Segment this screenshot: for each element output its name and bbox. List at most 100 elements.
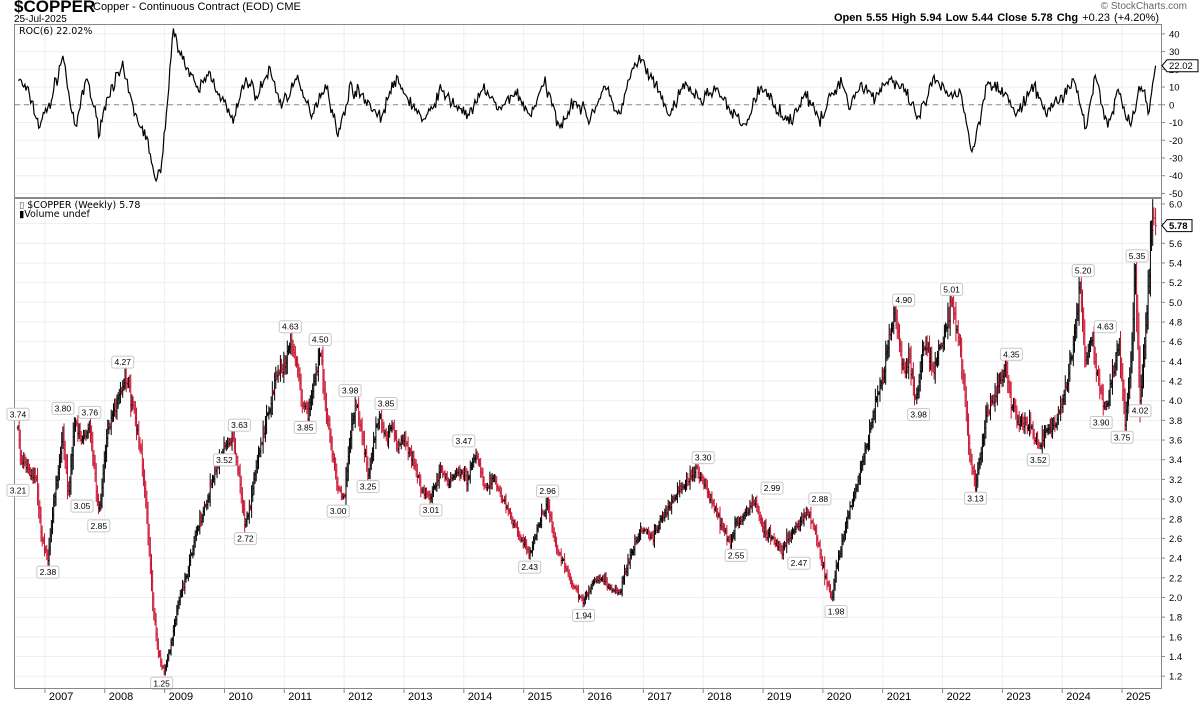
price-point-label: 3.98 [907,408,931,422]
x-tick-label: 2020 [827,691,851,703]
price-point-label-text: 2.38 [40,567,57,577]
price-y-tick-label: 5.0 [1169,298,1182,309]
price-point-label-box [356,479,380,493]
x-tick-label: 2007 [49,691,73,703]
price-point-label: 4.90 [892,293,916,307]
x-tick-label: 2008 [109,691,133,703]
price-y-tick-label: 1.4 [1169,652,1182,663]
price-y-tick-label: 3.6 [1169,436,1182,447]
price-point-label-text: 2.85 [91,521,108,531]
price-point-label: 3.75 [1110,430,1134,444]
price-point-label-text: 4.63 [282,322,299,332]
price-y-tick-label: 1.6 [1169,632,1182,643]
price-point-label-box [212,453,236,467]
brand-watermark: © StockCharts.com [1100,1,1187,12]
price-point-label: 3.25 [356,479,380,493]
chg-label: Chg [1056,12,1079,24]
price-point-label-box [452,434,476,448]
price-point-label-box [1071,264,1095,278]
price-point-label-box [808,492,832,506]
x-tick-label: 2011 [288,691,312,703]
volume-legend: ▮Volume undef [19,209,91,220]
price-point-label-text: 2.43 [521,562,538,572]
price-point-label: 1.94 [572,608,596,622]
price-point-label: 5.01 [940,282,964,296]
price-point-label: 3.47 [452,434,476,448]
x-tick-label: 2017 [647,691,671,703]
price-point-label: 3.05 [70,499,94,513]
price-point-label-text: 3.05 [74,501,91,511]
price-point-label-box [907,408,931,422]
price-point-label-text: 2.99 [764,483,781,493]
roc-y-tick-label: -40 [1169,171,1183,182]
price-point-label-text: 4.50 [312,335,329,345]
price-point-label-text: 5.35 [1129,251,1146,261]
price-point-label-text: 5.20 [1075,266,1092,276]
price-point-label-text: 3.90 [1093,418,1110,428]
chart-date: 25-Jul-2025 [14,14,67,25]
price-point-label-box [87,519,111,533]
price-point-label: 3.85 [293,420,317,434]
price-point-label-box [787,556,811,570]
x-tick-label: 2015 [528,691,552,703]
price-y-tick-label: 3.8 [1169,416,1182,427]
price-point-label: 3.80 [51,401,75,415]
price-point-label-text: 1.25 [153,678,170,688]
price-point-label-text: 3.52 [216,455,233,465]
price-point-label: 1.25 [150,676,174,690]
volume-legend-icon: ▮ [19,209,24,220]
price-point-label-text: 4.63 [1097,322,1114,332]
price-point-label-box [308,333,332,347]
price-point-label-text: 3.30 [695,453,712,463]
roc-gridlines [15,25,1161,197]
price-y-tick-label: 2.2 [1169,573,1182,584]
instrument-title: Copper - Continuous Contract (EOD) [93,1,274,13]
price-point-label-box [999,347,1023,361]
price-point-label-box [374,396,398,410]
price-point-label: 5.20 [1071,264,1095,278]
x-axis: 2007 2008 2009 2010 2011 2012 2013 2014 2015 2016… [15,688,1161,703]
price-point-label: 4.27 [111,355,135,369]
price-point-label: 2.96 [536,484,560,498]
low-value: 5.44 [971,12,994,24]
price-y-tick-label: 1.2 [1169,672,1182,683]
price-point-label-text: 3.74 [10,409,27,419]
price-point-label-box [572,608,596,622]
price-point-label-text: 2.88 [812,494,829,504]
price-point-label-text: 3.80 [55,403,72,413]
price-last-badge: 5.78 [1161,219,1193,233]
price-point-label-text: 3.01 [423,505,440,515]
price-last-value: 5.78 [1169,221,1188,232]
price-point-label: 2.55 [724,548,748,562]
x-tick-label: 2010 [228,691,252,703]
price-point-label-text: 3.98 [910,410,927,420]
price-point-label: 4.35 [999,347,1023,361]
price-point-label-text: 3.52 [1030,455,1047,465]
price-last-badge-box [1161,219,1193,233]
price-point-label-box [824,604,848,618]
x-tick-label: 2018 [707,691,731,703]
price-point-label: 4.50 [308,333,332,347]
open-value: 5.55 [866,12,888,24]
price-point-label-box [111,355,135,369]
price-y-tick-label: 6.0 [1169,199,1182,210]
roc-y-tick-label: 10 [1169,83,1180,94]
price-point-label: 3.90 [1089,416,1113,430]
price-point-label-box [150,676,174,690]
roc-y-tick-label: 30 [1169,47,1180,58]
ohlc-bar [1154,208,1157,236]
price-point-label: 4.63 [278,320,302,334]
price-point-label-box [536,484,560,498]
x-tick-label: 2019 [767,691,791,703]
price-point-label: 3.52 [212,453,236,467]
price-y-tick-label: 4.6 [1169,337,1182,348]
price-y-tick-label: 4.0 [1169,396,1182,407]
roc-y-axis: 403020100-10-20-30-40-50 [1161,29,1183,200]
price-point-label: 2.47 [787,556,811,570]
price-point-label: 3.13 [963,491,987,505]
price-point-label: 2.99 [760,481,784,495]
price-y-tick-label: 5.2 [1169,278,1182,289]
x-tick-label: 2012 [348,691,372,703]
price-point-label-text: 1.98 [828,606,845,616]
price-point-label: 3.76 [78,405,102,419]
